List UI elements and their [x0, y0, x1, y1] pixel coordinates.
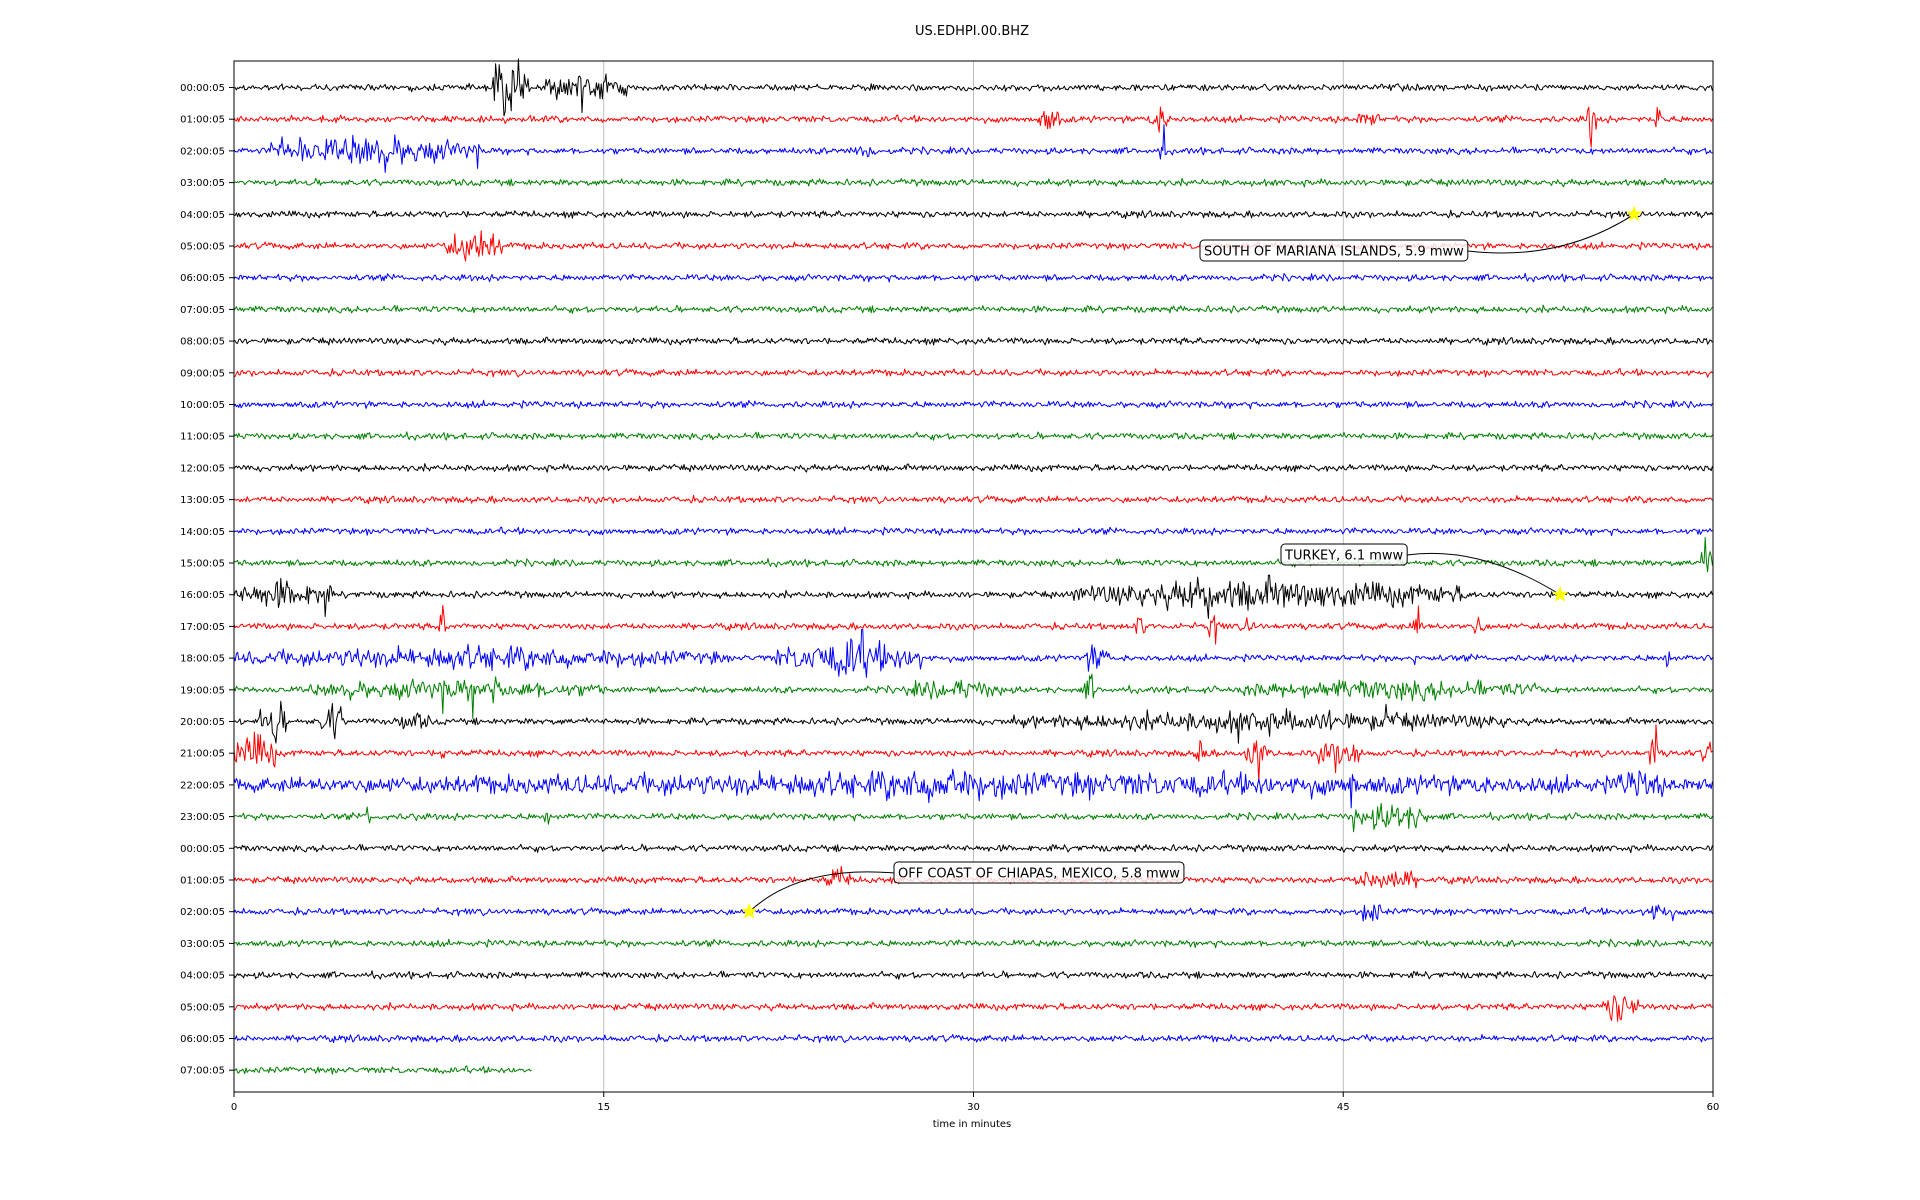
trace-row	[233, 970, 1713, 980]
annotation-label: SOUTH OF MARIANA ISLANDS, 5.9 mww	[1204, 245, 1464, 260]
trace-row	[233, 431, 1713, 441]
trace-row	[233, 904, 1713, 922]
y-tick-label: 02:00:05	[180, 146, 225, 157]
chart-title: US.EDHPI.00.BHZ	[915, 24, 1029, 39]
x-tick-label: 30	[967, 1102, 980, 1113]
trace-row	[233, 995, 1713, 1022]
event-annotation: OFF COAST OF CHIAPAS, MEXICO, 5.8 mww	[740, 861, 1185, 919]
trace-row	[233, 700, 1713, 744]
x-tick-label: 60	[1707, 1102, 1720, 1113]
trace-row	[233, 1033, 1713, 1044]
y-tick-label: 09:00:05	[180, 368, 225, 379]
trace-row	[233, 605, 1713, 645]
y-tick-label: 12:00:05	[180, 463, 225, 474]
y-tick-label: 19:00:05	[180, 685, 225, 696]
y-tick-label: 06:00:05	[180, 273, 225, 284]
event-star-marker	[1625, 205, 1643, 222]
x-tick-label: 45	[1337, 1102, 1350, 1113]
y-tick-label: 01:00:05	[180, 876, 225, 887]
trace-row	[233, 574, 1713, 619]
y-tick-label: 05:00:05	[180, 1002, 225, 1013]
y-tick-label: 10:00:05	[180, 400, 225, 411]
y-tick-label: 21:00:05	[180, 749, 225, 760]
event-annotation: TURKEY, 6.1 mww	[1280, 543, 1569, 602]
trace-group	[233, 58, 1713, 1075]
trace-row	[233, 304, 1713, 315]
annotation-label: OFF COAST OF CHIAPAS, MEXICO, 5.8 mww	[898, 867, 1180, 882]
y-tick-label: 11:00:05	[180, 432, 225, 443]
trace-row	[233, 58, 1713, 117]
y-tick-label: 01:00:05	[180, 115, 225, 126]
y-tick-label: 00:00:05	[180, 844, 225, 855]
trace-row	[233, 843, 1713, 854]
trace-row	[233, 177, 1713, 188]
annotation-connector	[1467, 213, 1635, 254]
trace-row	[233, 724, 1713, 783]
y-tick-label: 14:00:05	[180, 527, 225, 538]
trace-row	[233, 272, 1713, 283]
trace-row	[233, 537, 1713, 573]
y-tick-label: 07:00:05	[180, 305, 225, 316]
trace-row	[233, 494, 1713, 505]
trace-row	[233, 802, 1713, 833]
trace-row	[233, 629, 1713, 678]
grid-lines	[603, 61, 1344, 1092]
event-annotation: SOUTH OF MARIANA ISLANDS, 5.9 mww	[1199, 205, 1643, 262]
x-axis-label: time in minutes	[933, 1119, 1012, 1130]
annotation-label: TURKEY, 6.1 mww	[1284, 549, 1404, 564]
y-tick-label: 05:00:05	[180, 242, 225, 253]
annotation-connector	[748, 871, 895, 913]
trace-row	[233, 368, 1713, 378]
y-tick-label: 00:00:05	[180, 83, 225, 94]
event-star-marker	[1551, 585, 1569, 602]
trace-row	[233, 938, 1713, 949]
trace-row	[233, 768, 1713, 809]
trace-row	[233, 124, 1713, 173]
y-tick-label: 13:00:05	[180, 495, 225, 506]
y-tick-label: 04:00:05	[180, 210, 225, 221]
y-tick-label: 16:00:05	[180, 590, 225, 601]
event-annotations: SOUTH OF MARIANA ISLANDS, 5.9 mww TURKEY,…	[740, 205, 1643, 919]
trace-row	[233, 673, 1713, 719]
trace-row	[233, 106, 1713, 148]
y-tick-label: 07:00:05	[180, 1066, 225, 1077]
x-tick-label: 0	[231, 1102, 237, 1113]
trace-row	[233, 1065, 532, 1075]
y-tick-label: 23:00:05	[180, 812, 225, 823]
trace-row	[233, 336, 1713, 346]
trace-row	[233, 209, 1713, 219]
event-star-marker	[740, 902, 758, 919]
y-tick-label: 22:00:05	[180, 780, 225, 791]
y-tick-labels: 00:00:05 01:00:05 02:00:05 03:00:05 04:00:05…	[180, 83, 234, 1077]
annotation-connector	[1407, 552, 1561, 596]
y-tick-label: 15:00:05	[180, 559, 225, 570]
y-tick-label: 06:00:05	[180, 1034, 225, 1045]
y-tick-label: 17:00:05	[180, 622, 225, 633]
x-tick-labels: 0 15 30 45 60	[231, 1092, 1720, 1113]
trace-row	[233, 463, 1713, 473]
y-tick-label: 02:00:05	[180, 907, 225, 918]
y-tick-label: 08:00:05	[180, 337, 225, 348]
y-tick-label: 03:00:05	[180, 939, 225, 950]
trace-row	[233, 399, 1713, 410]
y-tick-label: 04:00:05	[180, 971, 225, 982]
trace-row	[233, 526, 1713, 537]
y-tick-label: 03:00:05	[180, 178, 225, 189]
annotation-box	[1199, 239, 1469, 262]
y-tick-label: 20:00:05	[180, 717, 225, 728]
x-tick-label: 15	[597, 1102, 610, 1113]
y-tick-label: 18:00:05	[180, 654, 225, 665]
